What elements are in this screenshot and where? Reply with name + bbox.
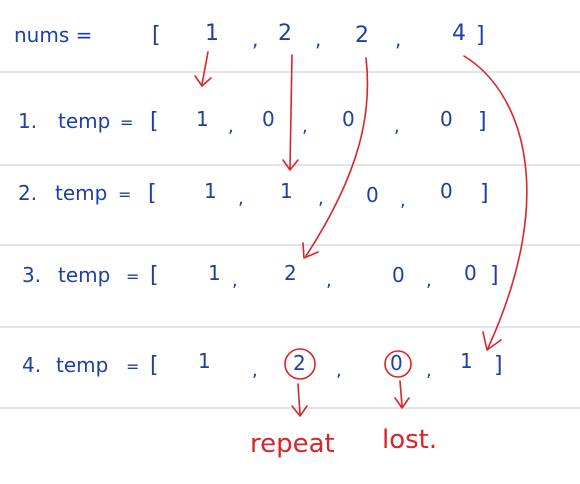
arrow-head: [282, 159, 299, 171]
row-label: temp: [56, 353, 108, 377]
row-prefix: 2.: [18, 181, 37, 205]
row-label: temp: [55, 181, 107, 205]
row-value-2: 2: [293, 351, 306, 375]
arrow-nums4-to-row4: [463, 55, 528, 349]
row-sep: ,: [232, 270, 238, 291]
arrow-head: [482, 331, 502, 351]
row-value-4: 0: [464, 261, 477, 285]
row-value-4: 1: [460, 349, 473, 373]
row-sep: ,: [426, 270, 432, 291]
row-close-bracket: ]: [478, 109, 487, 134]
row-label: temp: [58, 263, 110, 287]
row-open-bracket: [: [148, 181, 157, 206]
row-value-1: 1: [196, 107, 209, 131]
nums-close-bracket: ]: [476, 23, 485, 48]
row-sep: ,: [318, 188, 324, 209]
row-value-1: 1: [204, 179, 217, 203]
temp-row-4: 4. temp = [ 1 , 2 , 0 , 1 ]: [22, 349, 503, 381]
arrow-to-repeat: [297, 383, 301, 415]
row-sep: ,: [394, 116, 400, 137]
nums-open-bracket: [: [152, 23, 161, 48]
lost-circle: [384, 350, 412, 378]
nums-value-3: 2: [355, 23, 369, 48]
row-value-2: 0: [262, 107, 275, 131]
nums-sep: ,: [252, 27, 258, 51]
lost-label: lost.: [382, 425, 437, 455]
row-sep: ,: [238, 188, 244, 209]
arrow-to-lost: [399, 380, 403, 407]
nums-sep: ,: [395, 27, 401, 51]
nums-row: nums = [ 1 , 2 , 2 , 4 ]: [14, 21, 485, 51]
row-sep: ,: [228, 116, 234, 137]
nums-label: nums =: [14, 23, 92, 47]
row-open-bracket: [: [150, 353, 159, 378]
row-equals: =: [118, 185, 131, 204]
row-value-1: 1: [198, 349, 211, 373]
row-sep: ,: [252, 360, 258, 381]
row-label: temp: [58, 109, 110, 133]
row-value-4: 0: [440, 107, 453, 131]
repeat-circle: [284, 348, 316, 380]
arrow-nums3-to-row3: [305, 57, 369, 257]
row-sep: ,: [302, 116, 308, 137]
arrow-head: [394, 397, 410, 409]
highlight-circles: [284, 348, 412, 380]
arrow-head: [194, 75, 212, 87]
row-value-1: 1: [208, 261, 221, 285]
row-value-3: 0: [342, 107, 355, 131]
arrow-nums2-to-row2: [289, 54, 293, 169]
row-value-2: 2: [284, 261, 297, 285]
row-sep: ,: [326, 270, 332, 291]
row-equals: =: [126, 267, 139, 286]
arrow-head: [302, 242, 319, 259]
row-value-3: 0: [390, 351, 403, 375]
mapping-arrows: [194, 51, 528, 351]
row-close-bracket: ]: [494, 353, 503, 378]
row-prefix: 3.: [22, 263, 41, 287]
row-value-3: 0: [366, 183, 379, 207]
row-equals: =: [120, 113, 133, 132]
row-prefix: 4.: [22, 353, 41, 377]
arrow-nums1-to-row1: [201, 51, 209, 85]
temp-row-3: 3. temp = [ 1 , 2 , 0 , 0 ]: [22, 261, 499, 291]
row-open-bracket: [: [150, 109, 159, 134]
nums-value-2: 2: [278, 21, 292, 46]
nums-value-1: 1: [205, 21, 219, 46]
row-value-3: 0: [392, 263, 405, 287]
row-close-bracket: ]: [490, 263, 499, 288]
row-equals: =: [126, 357, 139, 376]
row-close-bracket: ]: [480, 181, 489, 206]
annotation-arrows: [291, 380, 410, 417]
repeat-label: repeat: [250, 429, 335, 459]
row-open-bracket: [: [150, 263, 159, 288]
row-value-2: 1: [280, 179, 293, 203]
arrow-head: [291, 405, 308, 417]
row-sep: ,: [426, 360, 432, 381]
row-sep: ,: [400, 190, 406, 211]
temp-row-2: 2. temp = [ 1 , 1 , 0 , 0 ]: [18, 179, 489, 211]
nums-value-4: 4: [452, 21, 466, 46]
nums-sep: ,: [315, 27, 321, 51]
row-sep: ,: [336, 360, 342, 381]
temp-row-1: 1. temp = [ 1 , 0 , 0 , 0 ]: [18, 107, 487, 137]
row-prefix: 1.: [18, 109, 37, 133]
row-value-4: 0: [440, 179, 453, 203]
annotations: repeat lost.: [250, 425, 437, 459]
